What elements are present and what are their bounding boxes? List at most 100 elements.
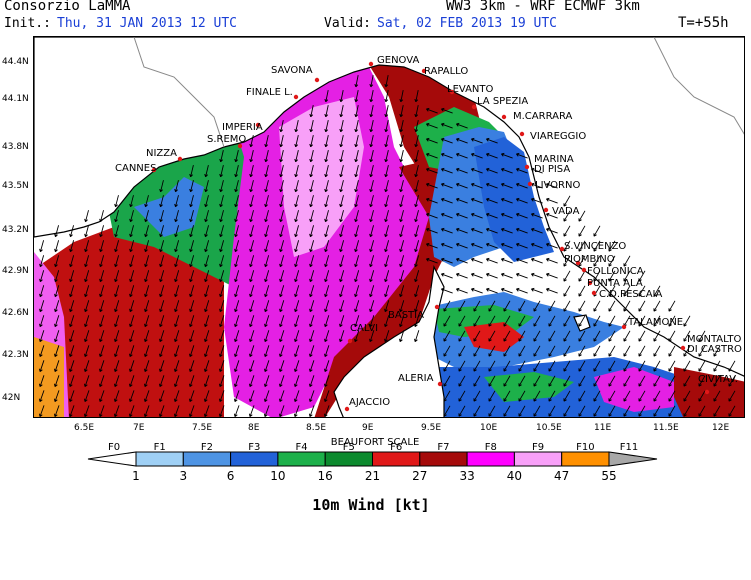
colorbar-force-label: F10: [576, 442, 594, 453]
wind-arrow: [608, 285, 616, 297]
forecast-lead-time: T=+55h: [678, 15, 729, 31]
wind-arrow: [69, 345, 75, 358]
colorbar-force-label: F2: [201, 442, 213, 453]
place-label: MARINA: [534, 154, 574, 165]
wind-arrow: [294, 270, 300, 283]
wind-arrow: [113, 405, 120, 417]
wind-arrow: [323, 405, 330, 417]
wind-arrow: [384, 270, 390, 283]
wind-arrow: [713, 375, 721, 387]
wind-arrow: [563, 330, 571, 342]
wind-arrow: [456, 287, 468, 294]
wind-arrow: [456, 122, 468, 129]
wind-arrow: [384, 135, 389, 148]
wind-arrow: [249, 150, 254, 163]
wind-arrow: [249, 315, 255, 328]
wind-arrow: [369, 90, 374, 103]
wind-arrow: [69, 330, 75, 343]
wind-arrow: [414, 150, 419, 163]
wind-arrow: [518, 330, 526, 342]
wind-arrow: [339, 180, 344, 193]
wind-arrow: [518, 360, 526, 372]
wind-arrow: [324, 360, 330, 373]
colorbar-threshold-label: 6: [227, 469, 235, 483]
wind-arrow: [471, 227, 483, 234]
wind-arrow: [354, 330, 360, 343]
wind-arrow: [698, 390, 706, 402]
wind-arrow: [456, 257, 468, 264]
wind-arrow: [54, 270, 60, 283]
wind-arrow: [488, 405, 496, 417]
valid-date: Sat, 02 FEB 2013 19 UTC: [377, 16, 558, 31]
wind-arrow: [69, 225, 74, 238]
org-title: Consorzio LaMMA: [4, 0, 131, 14]
wind-arrow: [234, 150, 239, 163]
wind-arrow: [309, 225, 314, 238]
wind-arrow: [516, 197, 528, 204]
wind-arrow: [114, 240, 120, 253]
place-label: NIZZA: [146, 148, 177, 159]
wind-arrow: [546, 242, 558, 249]
wind-arrow: [84, 285, 90, 298]
wind-arrow: [501, 197, 513, 204]
wind-arrow: [204, 345, 210, 358]
wind-arrow: [369, 120, 374, 133]
wind-arrow: [309, 255, 315, 268]
place-label: M.CARRARA: [513, 111, 573, 122]
wind-arrow: [324, 120, 329, 133]
wind-arrow: [218, 390, 225, 403]
wind-arrow: [339, 150, 344, 163]
wind-arrow: [623, 255, 631, 267]
wind-arrow: [54, 330, 60, 343]
wind-arrow: [204, 180, 209, 193]
wind-arrow: [309, 240, 315, 253]
wind-arrow: [354, 150, 359, 163]
wind-arrow: [518, 315, 526, 327]
wind-arrow: [488, 315, 496, 327]
wind-arrow: [593, 240, 601, 252]
wind-arrow: [399, 150, 404, 163]
lon-tick-label: 10.5E: [536, 423, 562, 433]
wind-arrow: [143, 375, 150, 388]
wind-arrow: [114, 330, 120, 343]
wind-arrow: [324, 210, 329, 223]
wind-arrow: [99, 300, 105, 313]
wind-arrow: [354, 285, 360, 298]
wind-arrow: [218, 405, 225, 417]
wind-arrow: [114, 300, 120, 313]
wind-arrow: [546, 212, 558, 219]
wind-arrow: [443, 390, 451, 402]
wind-arrow: [173, 390, 180, 403]
wind-arrow: [384, 210, 389, 223]
wind-arrow: [426, 227, 438, 234]
wind-arrow: [638, 285, 646, 297]
place-label: LA SPEZIA: [477, 96, 528, 107]
wind-arrow: [414, 255, 420, 268]
colorbar-threshold-label: 55: [601, 469, 616, 483]
wind-arrow: [713, 360, 721, 372]
wind-arrow: [294, 315, 300, 328]
wind-arrow: [426, 137, 438, 144]
wind-arrow: [548, 360, 556, 372]
wind-arrow: [339, 225, 344, 238]
wind-arrow: [546, 227, 558, 234]
wind-arrow: [174, 360, 180, 373]
place-label: S.VINCENZO: [564, 241, 626, 252]
wind-arrow: [384, 90, 389, 103]
wind-arrow: [668, 330, 676, 342]
model-title: WW3 3km - WRF ECMWF 3km: [446, 0, 640, 14]
wind-arrow: [98, 405, 105, 417]
lat-tick-label: 42N: [2, 393, 21, 403]
wind-arrow: [189, 180, 194, 193]
wind-arrow: [339, 315, 345, 328]
wind-arrow: [593, 330, 601, 342]
wind-arrow: [234, 195, 239, 208]
wind-arrow: [188, 405, 195, 417]
wind-arrow: [279, 225, 284, 238]
wind-arrow: [638, 390, 646, 402]
wind-arrow: [399, 210, 404, 223]
wind-arrow: [384, 180, 389, 193]
wind-arrow: [533, 360, 541, 372]
wind-arrow: [339, 105, 344, 118]
wind-arrow: [369, 210, 374, 223]
